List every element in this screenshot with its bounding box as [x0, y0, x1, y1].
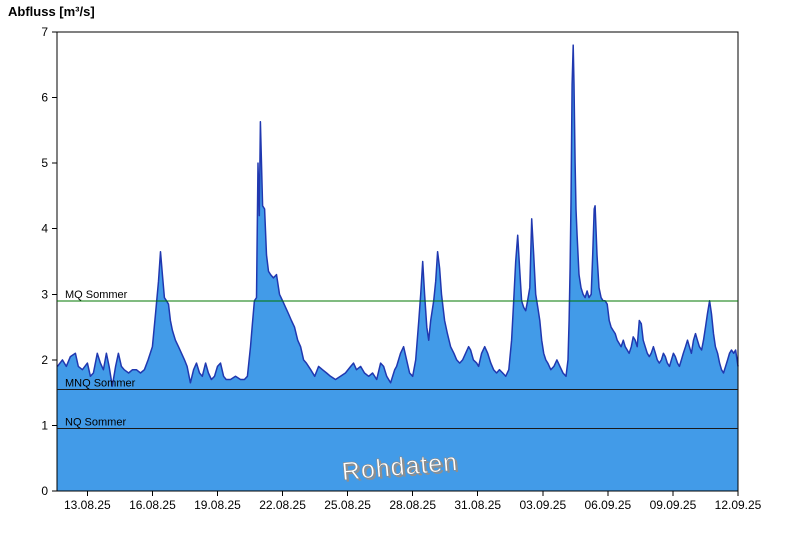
mq-sommer-label: MQ Sommer — [65, 289, 128, 301]
x-tick-label: 09.09.25 — [650, 498, 697, 512]
y-tick-label: 3 — [41, 287, 48, 301]
y-tick-label: 4 — [41, 222, 48, 236]
plot-area — [56, 31, 739, 492]
discharge-line — [56, 44, 739, 387]
x-tick-label: 16.08.25 — [129, 498, 176, 512]
y-tick-label: 2 — [41, 353, 48, 367]
x-tick-label: 19.08.25 — [194, 498, 241, 512]
x-tick-label: 31.08.25 — [454, 498, 501, 512]
x-tick-label: 12.09.25 — [715, 498, 762, 512]
mnq-sommer-label: MNQ Sommer — [65, 377, 136, 389]
y-tick-label: 7 — [41, 25, 48, 39]
y-tick-label: 6 — [41, 91, 48, 105]
x-axis: 13.08.25 16.08.25 19.08.25 22.08.25 25.08.25… — [64, 491, 762, 512]
reference-lines: MQ Sommer MNQ Sommer NQ Sommer — [57, 289, 738, 430]
nq-sommer-label: NQ Sommer — [65, 417, 126, 429]
y-axis: 0 1 2 3 4 5 6 7 — [41, 25, 57, 498]
x-tick-label: 13.08.25 — [64, 498, 111, 512]
x-tick-label: 28.08.25 — [389, 498, 436, 512]
y-tick-label: 0 — [41, 484, 48, 498]
chart-title: Abfluss [m³/s] — [8, 4, 95, 19]
x-tick-label: 03.09.25 — [519, 498, 566, 512]
x-tick-label: 25.08.25 — [324, 498, 371, 512]
y-tick-label: 1 — [41, 418, 48, 432]
y-tick-label: 5 — [41, 156, 48, 170]
x-tick-label: 22.08.25 — [259, 498, 306, 512]
x-tick-label: 06.09.25 — [585, 498, 632, 512]
